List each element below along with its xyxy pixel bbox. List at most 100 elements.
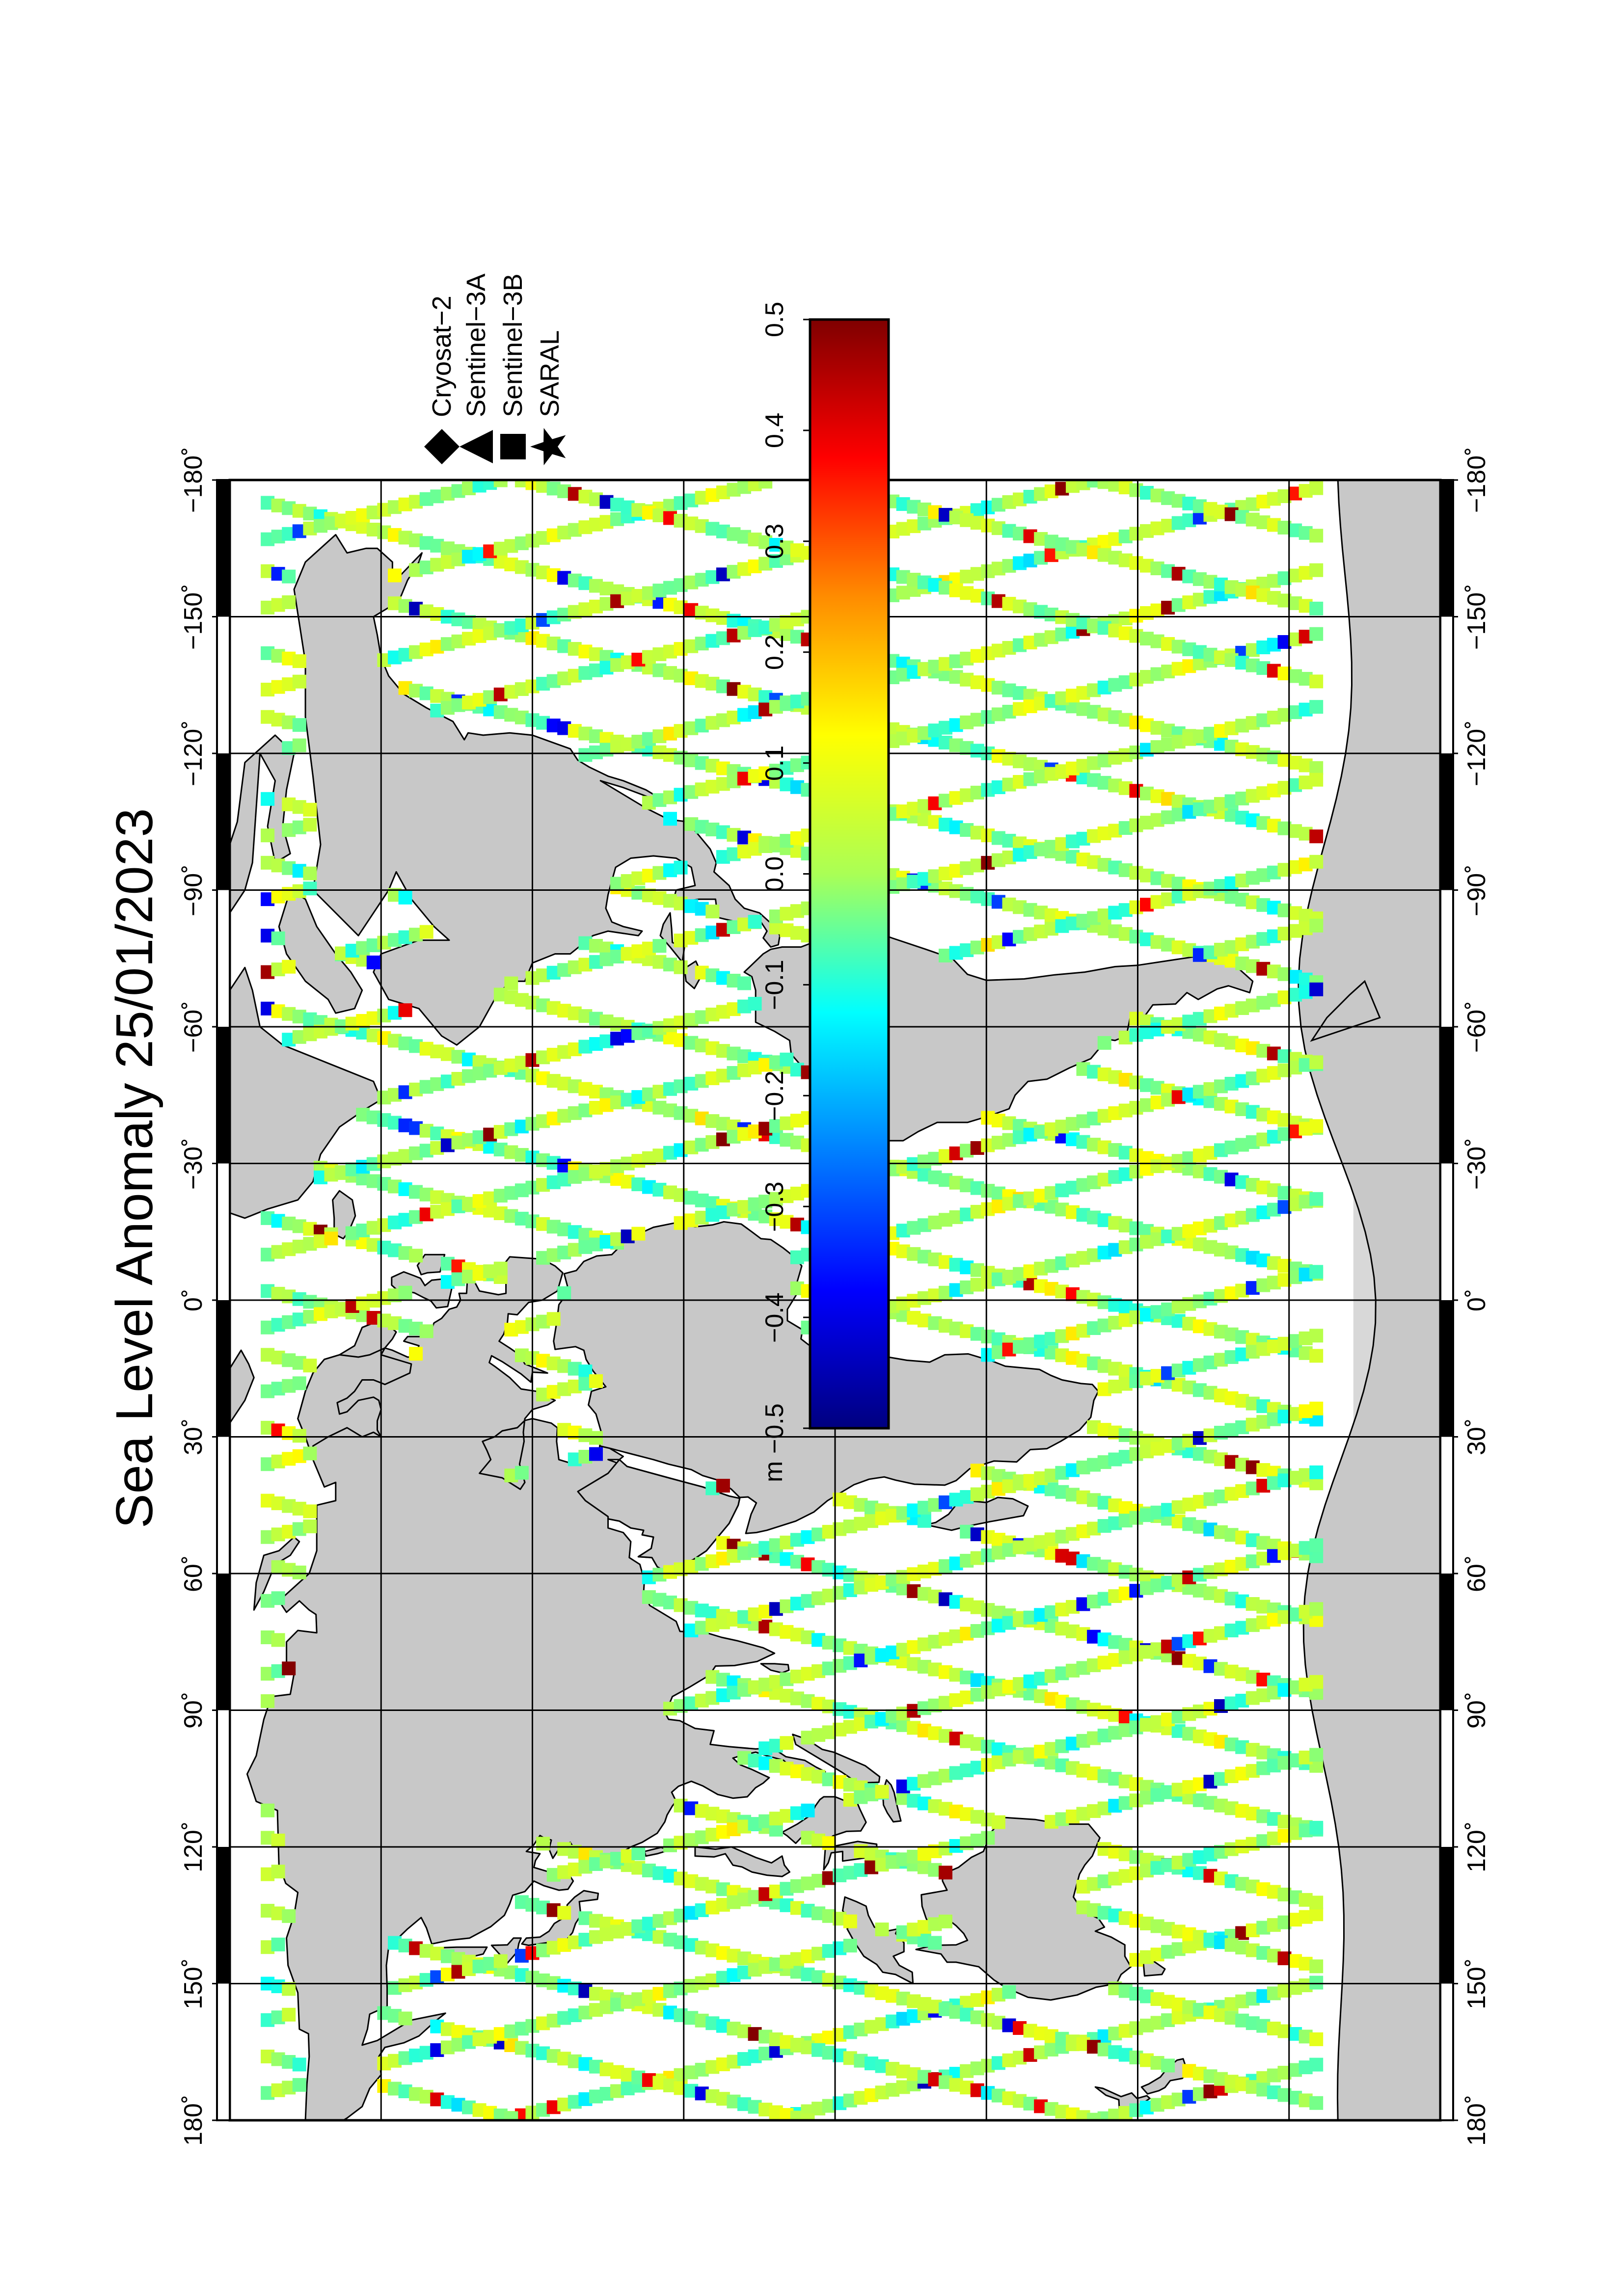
- land-uk: [391, 1271, 458, 1309]
- figure-title: Sea Level Anomaly 25/01/2023: [106, 808, 163, 1528]
- longitude-tick-label: −180˚: [179, 447, 208, 513]
- track-sample: [1309, 481, 1324, 495]
- frame-bar-segment: [1440, 1847, 1453, 1984]
- land-europe-asia: [246, 1256, 826, 2120]
- track-sample: [1161, 2058, 1175, 2073]
- track-sample: [292, 654, 306, 668]
- colorbar-tick-label: −0.4: [760, 1292, 789, 1343]
- land-novaya-zemlya: [253, 1536, 300, 1611]
- colorbar-tick-label: 0.5: [760, 301, 789, 337]
- colorbar-tick-label: −0.1: [760, 960, 789, 1010]
- track-sample: [748, 915, 762, 929]
- track-sample: [1309, 1602, 1324, 1616]
- track-sample: [1097, 2111, 1111, 2120]
- track-sample: [261, 1803, 275, 1817]
- longitude-tick-label: 0˚: [179, 1288, 208, 1311]
- track-sample: [939, 1914, 952, 1928]
- track-sample: [1309, 1119, 1324, 1133]
- land-greenland: [230, 966, 382, 1219]
- colorbar-tick-label: 0.1: [760, 745, 789, 781]
- longitude-tick-label: −60˚: [179, 1001, 208, 1053]
- track-sample: [674, 960, 688, 974]
- track-sample: [282, 1909, 296, 1923]
- track-sample: [822, 1836, 836, 1850]
- satellite-tracks: [261, 480, 1324, 2120]
- track-sample: [398, 1003, 412, 1017]
- track-sample: [504, 2111, 518, 2120]
- longitude-tick-label: 180˚: [1462, 2094, 1491, 2146]
- legend-label-sentinel-3b: Sentinel−3B: [498, 273, 528, 417]
- colorbar-tick-label: −0.2: [760, 1070, 789, 1121]
- track-sample: [928, 1936, 942, 1950]
- track-sample: [1309, 1465, 1324, 1479]
- land-svalbard: [230, 1349, 255, 1424]
- colorbar-tick-label: 0.0: [760, 856, 789, 892]
- track-sample: [324, 1231, 338, 1246]
- longitude-tick-label: 30˚: [179, 1418, 208, 1455]
- land-philippines: [694, 1846, 790, 1877]
- track-sample: [589, 1447, 603, 1461]
- track-sample: [589, 1431, 603, 1445]
- track-sample: [1309, 1265, 1324, 1279]
- track-sample: [875, 1922, 889, 1937]
- track-sample: [1309, 982, 1324, 996]
- longitude-tick-label: 30˚: [1462, 1418, 1491, 1455]
- land-scandinavia-inner: [297, 1347, 412, 1461]
- track-sample: [409, 1347, 423, 1361]
- track-sample: [261, 792, 275, 806]
- land-ireland: [416, 1254, 446, 1276]
- frame-bar-segment: [217, 1574, 230, 1710]
- frame-bar-segment: [217, 1847, 230, 1984]
- track-sample: [398, 2011, 412, 2026]
- track-sample: [271, 931, 285, 945]
- track-sample: [292, 738, 306, 752]
- track-sample: [1309, 1192, 1324, 1206]
- track-sample: [271, 1591, 285, 1605]
- track-sample: [758, 480, 773, 489]
- track-sample: [282, 2007, 296, 2022]
- track-sample: [1309, 674, 1324, 689]
- track-sample: [1309, 601, 1324, 615]
- colorbar-tick-label: 0.3: [760, 523, 789, 559]
- land-arabia-fill: [577, 1459, 741, 1572]
- track-sample: [1087, 480, 1101, 488]
- track-sample: [1309, 2057, 1324, 2072]
- longitude-tick-label: −150˚: [179, 584, 208, 650]
- track-sample: [303, 881, 317, 896]
- track-sample: [1309, 854, 1324, 869]
- track-sample: [1309, 1976, 1324, 1990]
- longitude-tick-label: −60˚: [1462, 1001, 1491, 1053]
- track-sample: [843, 1939, 857, 1953]
- track-sample: [1309, 627, 1324, 641]
- track-sample: [398, 890, 412, 905]
- longitude-tick-label: −180˚: [1462, 447, 1491, 513]
- frame-bar-segment: [1440, 1027, 1453, 1164]
- track-sample: [514, 1466, 529, 1480]
- track-sample: [493, 480, 508, 487]
- longitude-tick-label: −150˚: [1462, 584, 1491, 650]
- track-sample: [1309, 1329, 1324, 1343]
- track-sample: [303, 1359, 317, 1373]
- track-sample: [674, 860, 688, 875]
- track-sample: [271, 1633, 285, 1647]
- track-sample: [1309, 700, 1324, 714]
- legend-symbol-diamond: [424, 429, 460, 464]
- track-sample: [504, 976, 518, 990]
- track-sample: [303, 1504, 317, 1519]
- longitude-tick-label: 90˚: [179, 1691, 208, 1729]
- track-sample: [801, 1803, 815, 1817]
- frame-bar-segment: [217, 753, 230, 890]
- track-sample: [875, 1785, 889, 1799]
- longitude-tick-label: 120˚: [1462, 1821, 1491, 1872]
- track-sample: [705, 905, 720, 919]
- land-sri-lanka: [760, 1663, 790, 1674]
- track-sample: [939, 1866, 952, 1880]
- track-sample: [1309, 1748, 1324, 1762]
- frame-bar-segment: [217, 1027, 230, 1164]
- track-sample: [1309, 1820, 1324, 1835]
- colorbar-tick-label: 0.4: [760, 412, 789, 448]
- longitude-tick-label: 0˚: [1462, 1288, 1491, 1311]
- track-sample: [1309, 1055, 1324, 1069]
- track-sample: [282, 569, 296, 584]
- track-sample: [737, 976, 751, 990]
